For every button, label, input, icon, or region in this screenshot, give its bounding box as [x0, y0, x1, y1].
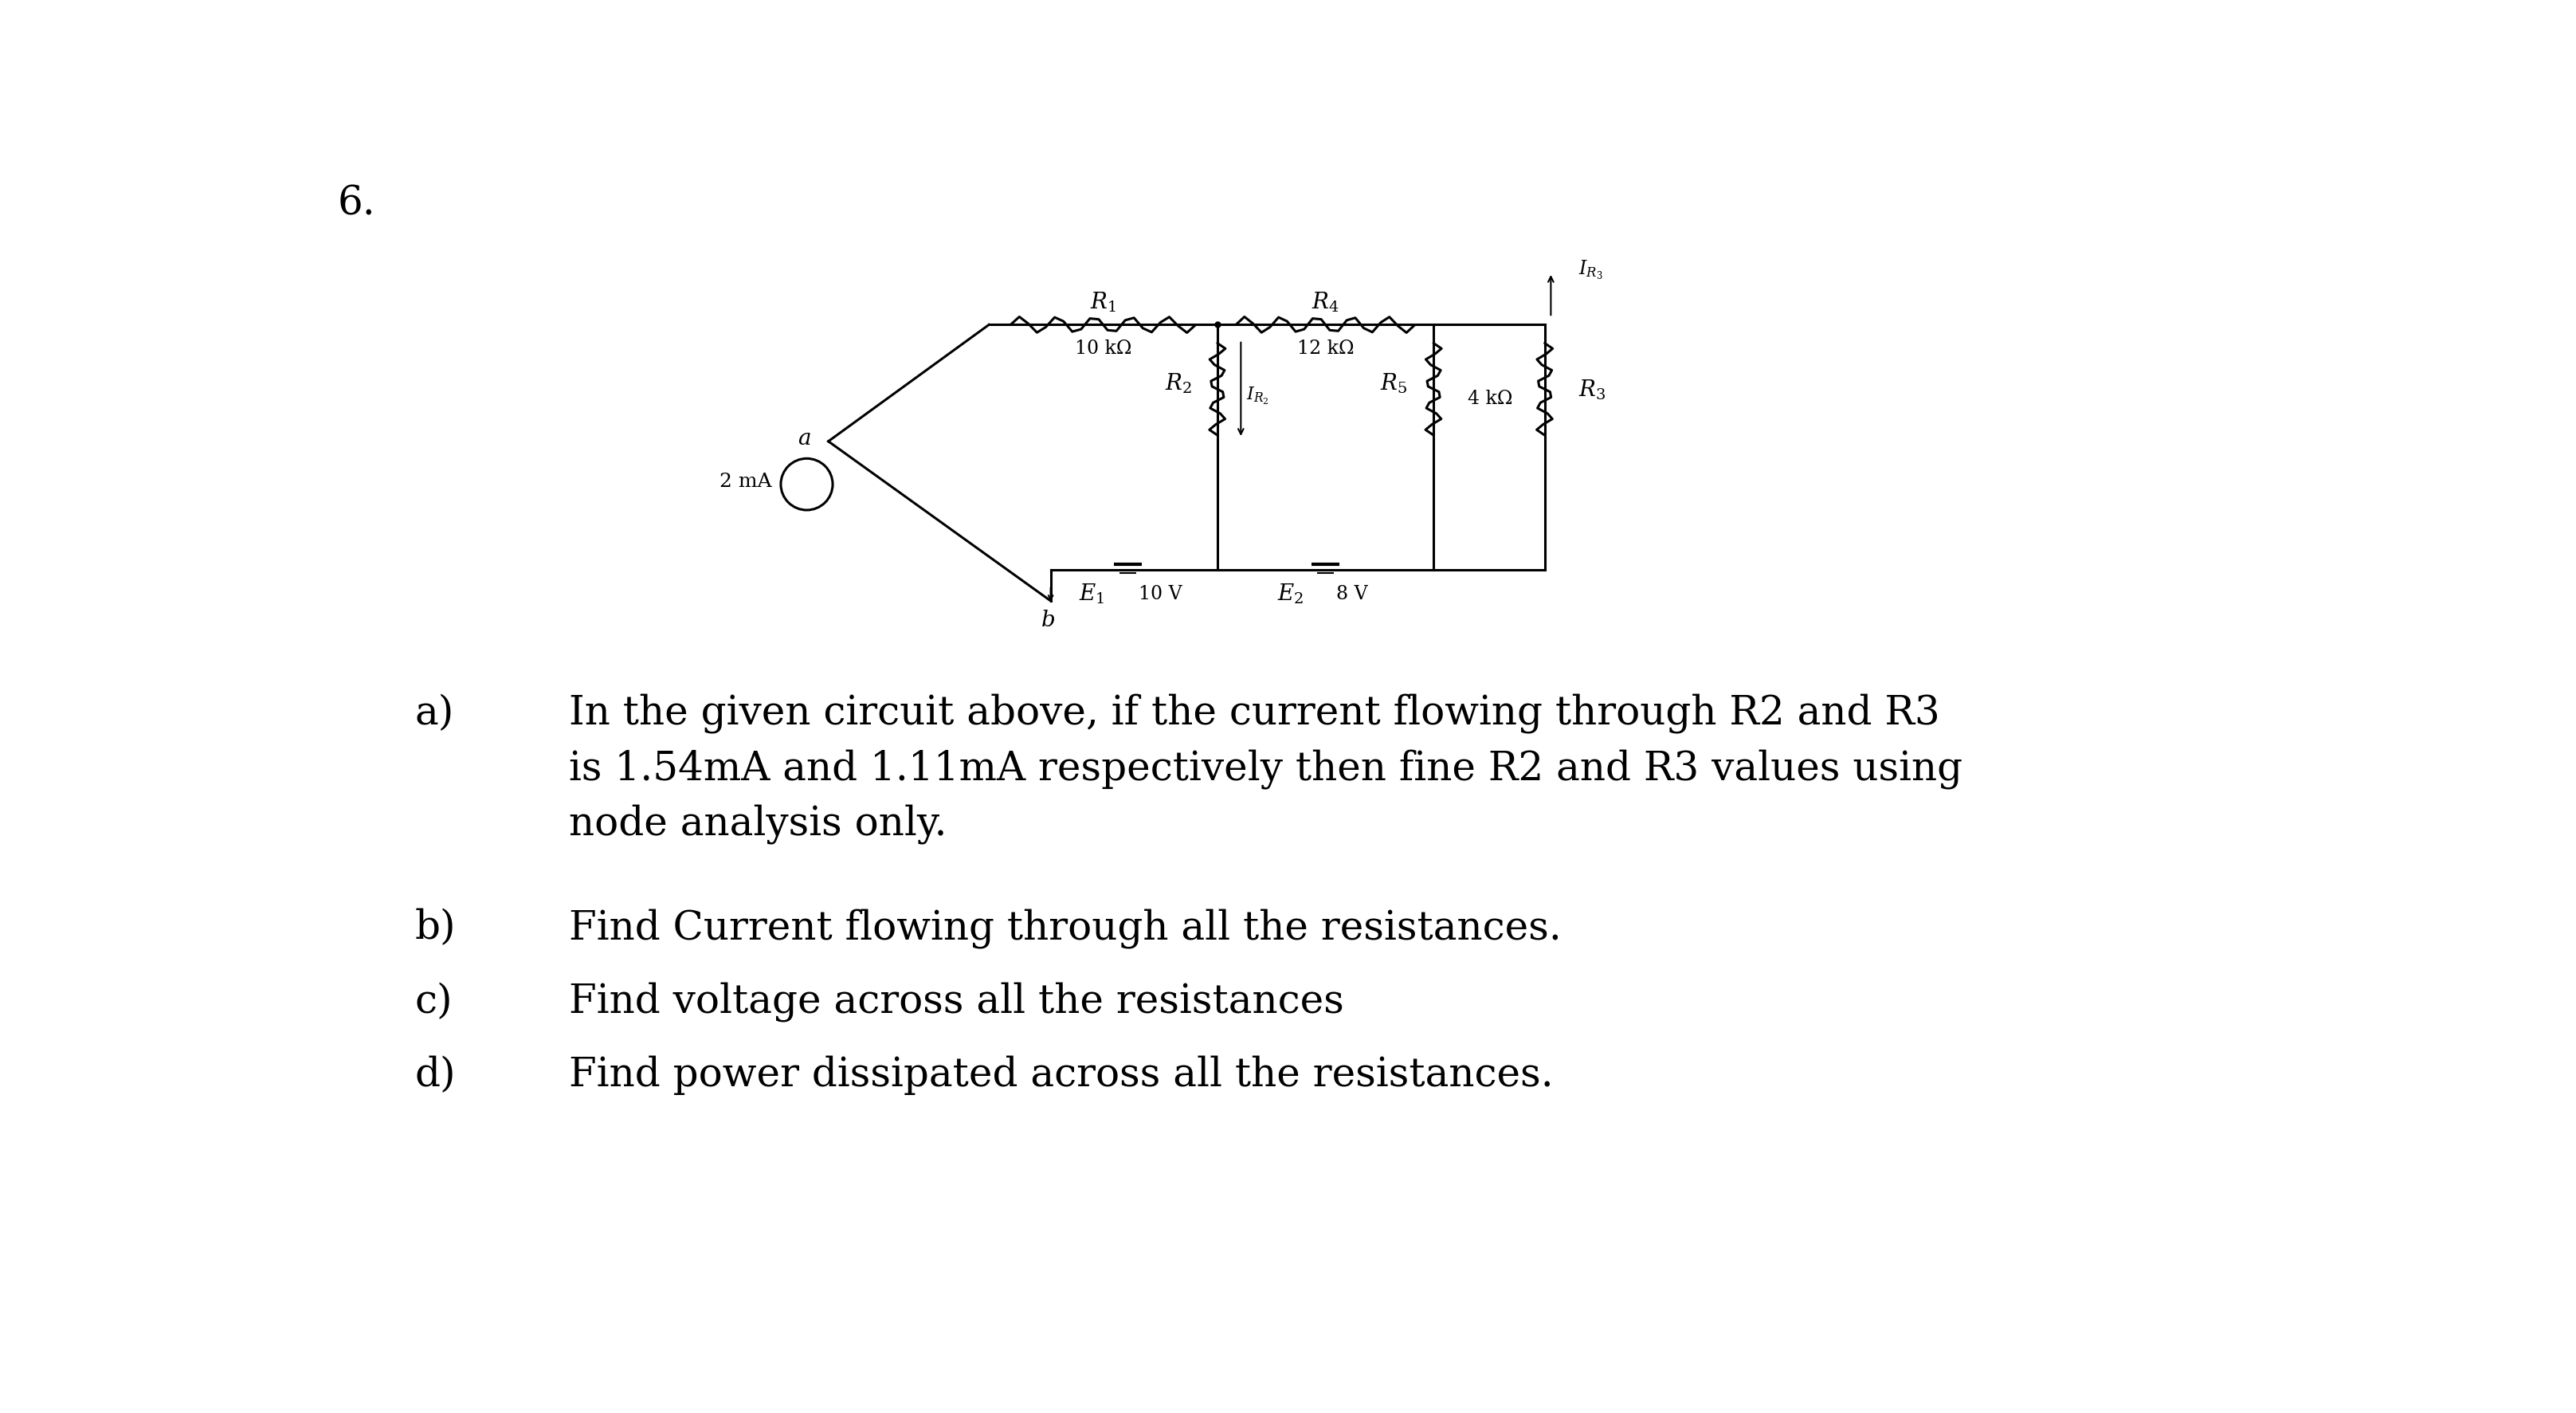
Text: $I_{R_2}$: $I_{R_2}$: [1247, 386, 1270, 407]
Text: 10 V: 10 V: [1139, 585, 1182, 603]
Text: d): d): [415, 1056, 456, 1095]
Text: Find Current flowing through all the resistances.: Find Current flowing through all the res…: [569, 909, 1561, 948]
Text: Find voltage across all the resistances: Find voltage across all the resistances: [569, 982, 1345, 1022]
Text: 10 kΩ: 10 kΩ: [1074, 339, 1131, 357]
Text: In the given circuit above, if the current flowing through R2 and R3: In the given circuit above, if the curre…: [569, 694, 1940, 733]
Text: $R_4$: $R_4$: [1311, 290, 1340, 314]
Text: $R_3$: $R_3$: [1579, 379, 1605, 401]
Text: 12 kΩ: 12 kΩ: [1296, 339, 1355, 357]
Text: $a$: $a$: [799, 428, 811, 449]
Text: $R_2$: $R_2$: [1164, 372, 1193, 396]
Text: b): b): [415, 909, 456, 947]
Text: $R_1$: $R_1$: [1090, 290, 1115, 314]
Text: 6.: 6.: [337, 184, 376, 223]
Text: 2 mA: 2 mA: [719, 472, 773, 490]
Text: node analysis only.: node analysis only.: [569, 804, 948, 844]
Text: a): a): [415, 694, 453, 733]
Text: $E_1$: $E_1$: [1079, 582, 1105, 606]
Text: 8 V: 8 V: [1337, 585, 1368, 603]
Text: 4 kΩ: 4 kΩ: [1468, 390, 1512, 408]
Text: $I_{R_3}$: $I_{R_3}$: [1579, 259, 1602, 281]
Text: $E_2$: $E_2$: [1278, 582, 1303, 606]
Text: is 1.54mA and 1.11mA respectively then fine R2 and R3 values using: is 1.54mA and 1.11mA respectively then f…: [569, 749, 1963, 788]
Text: $R_5$: $R_5$: [1381, 372, 1406, 396]
Text: c): c): [415, 982, 453, 1022]
Text: Find power dissipated across all the resistances.: Find power dissipated across all the res…: [569, 1056, 1553, 1095]
Text: $b$: $b$: [1041, 609, 1054, 630]
